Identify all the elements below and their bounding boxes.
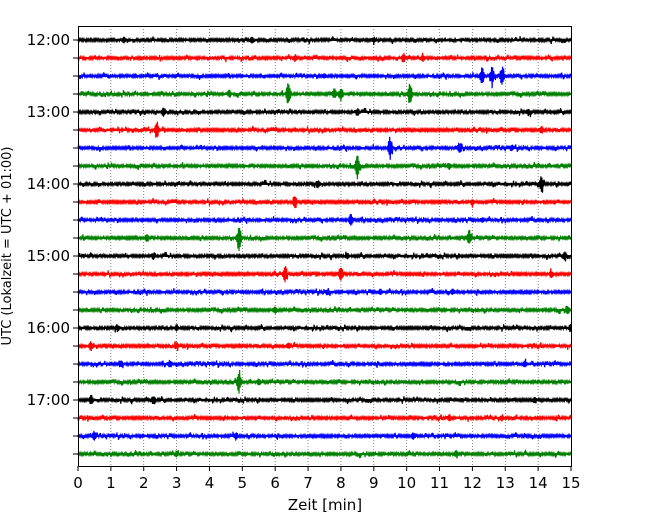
trace-line (77, 358, 572, 369)
x-tick-label: 13 (496, 474, 515, 492)
trace-line (77, 83, 572, 104)
x-tick-label: 7 (303, 474, 313, 492)
trace-line (77, 414, 572, 422)
x-tick-label: 1 (106, 474, 116, 492)
x-tick-label: 6 (270, 474, 280, 492)
x-tick-label: 9 (369, 474, 379, 492)
x-tick-label: 8 (336, 474, 346, 492)
trace-line (77, 394, 572, 405)
x-tick-label: 11 (430, 474, 449, 492)
y-tick-label: 13:00 (27, 103, 70, 121)
trace-line (77, 52, 572, 63)
x-tick-label: 5 (238, 474, 248, 492)
y-tick-label: 16:00 (27, 319, 70, 337)
x-axis-ticks: 0 1 2 3 4 5 6 7 8 9 10 11 12 13 14 15 (73, 466, 581, 492)
y-axis-ticks: 12:00 13:00 14:00 15:00 16:00 17:00 (27, 31, 78, 455)
trace-line (77, 369, 572, 394)
x-tick-label: 15 (561, 474, 580, 492)
trace-line (77, 155, 572, 180)
x-axis-label: Zeit [min] (288, 496, 362, 514)
x-tick-label: 12 (463, 474, 482, 492)
y-tick-label: 17:00 (27, 391, 70, 409)
x-tick-label: 10 (397, 474, 416, 492)
trace-line (77, 341, 572, 352)
vertical-grid (110, 26, 539, 466)
trace-line (77, 66, 572, 89)
trace-line (77, 36, 572, 45)
trace-line (77, 449, 572, 459)
plot-frame (78, 26, 572, 467)
y-tick-label: 15:00 (27, 247, 70, 265)
trace-line (77, 288, 572, 297)
trace-line (77, 227, 572, 251)
trace-line (77, 323, 572, 333)
trace-group (77, 36, 572, 459)
y-tick-label: 12:00 (27, 31, 70, 49)
trace-line (77, 107, 572, 118)
trace-line (77, 430, 572, 441)
trace-line (77, 176, 572, 193)
x-tick-label: 2 (139, 474, 149, 492)
x-tick-label: 3 (172, 474, 182, 492)
trace-line (77, 121, 572, 138)
trace-line (77, 136, 572, 160)
y-tick-label: 14:00 (27, 175, 70, 193)
x-tick-label: 0 (73, 474, 83, 492)
x-tick-label: 4 (205, 474, 215, 492)
x-tick-label: 14 (529, 474, 548, 492)
trace-line (77, 196, 572, 209)
y-axis-label: UTC (Lokalzeit = UTC + 01:00) (0, 147, 15, 346)
trace-line (77, 251, 572, 262)
trace-line (77, 213, 572, 226)
trace-line (77, 305, 572, 315)
trace-line (77, 265, 572, 283)
